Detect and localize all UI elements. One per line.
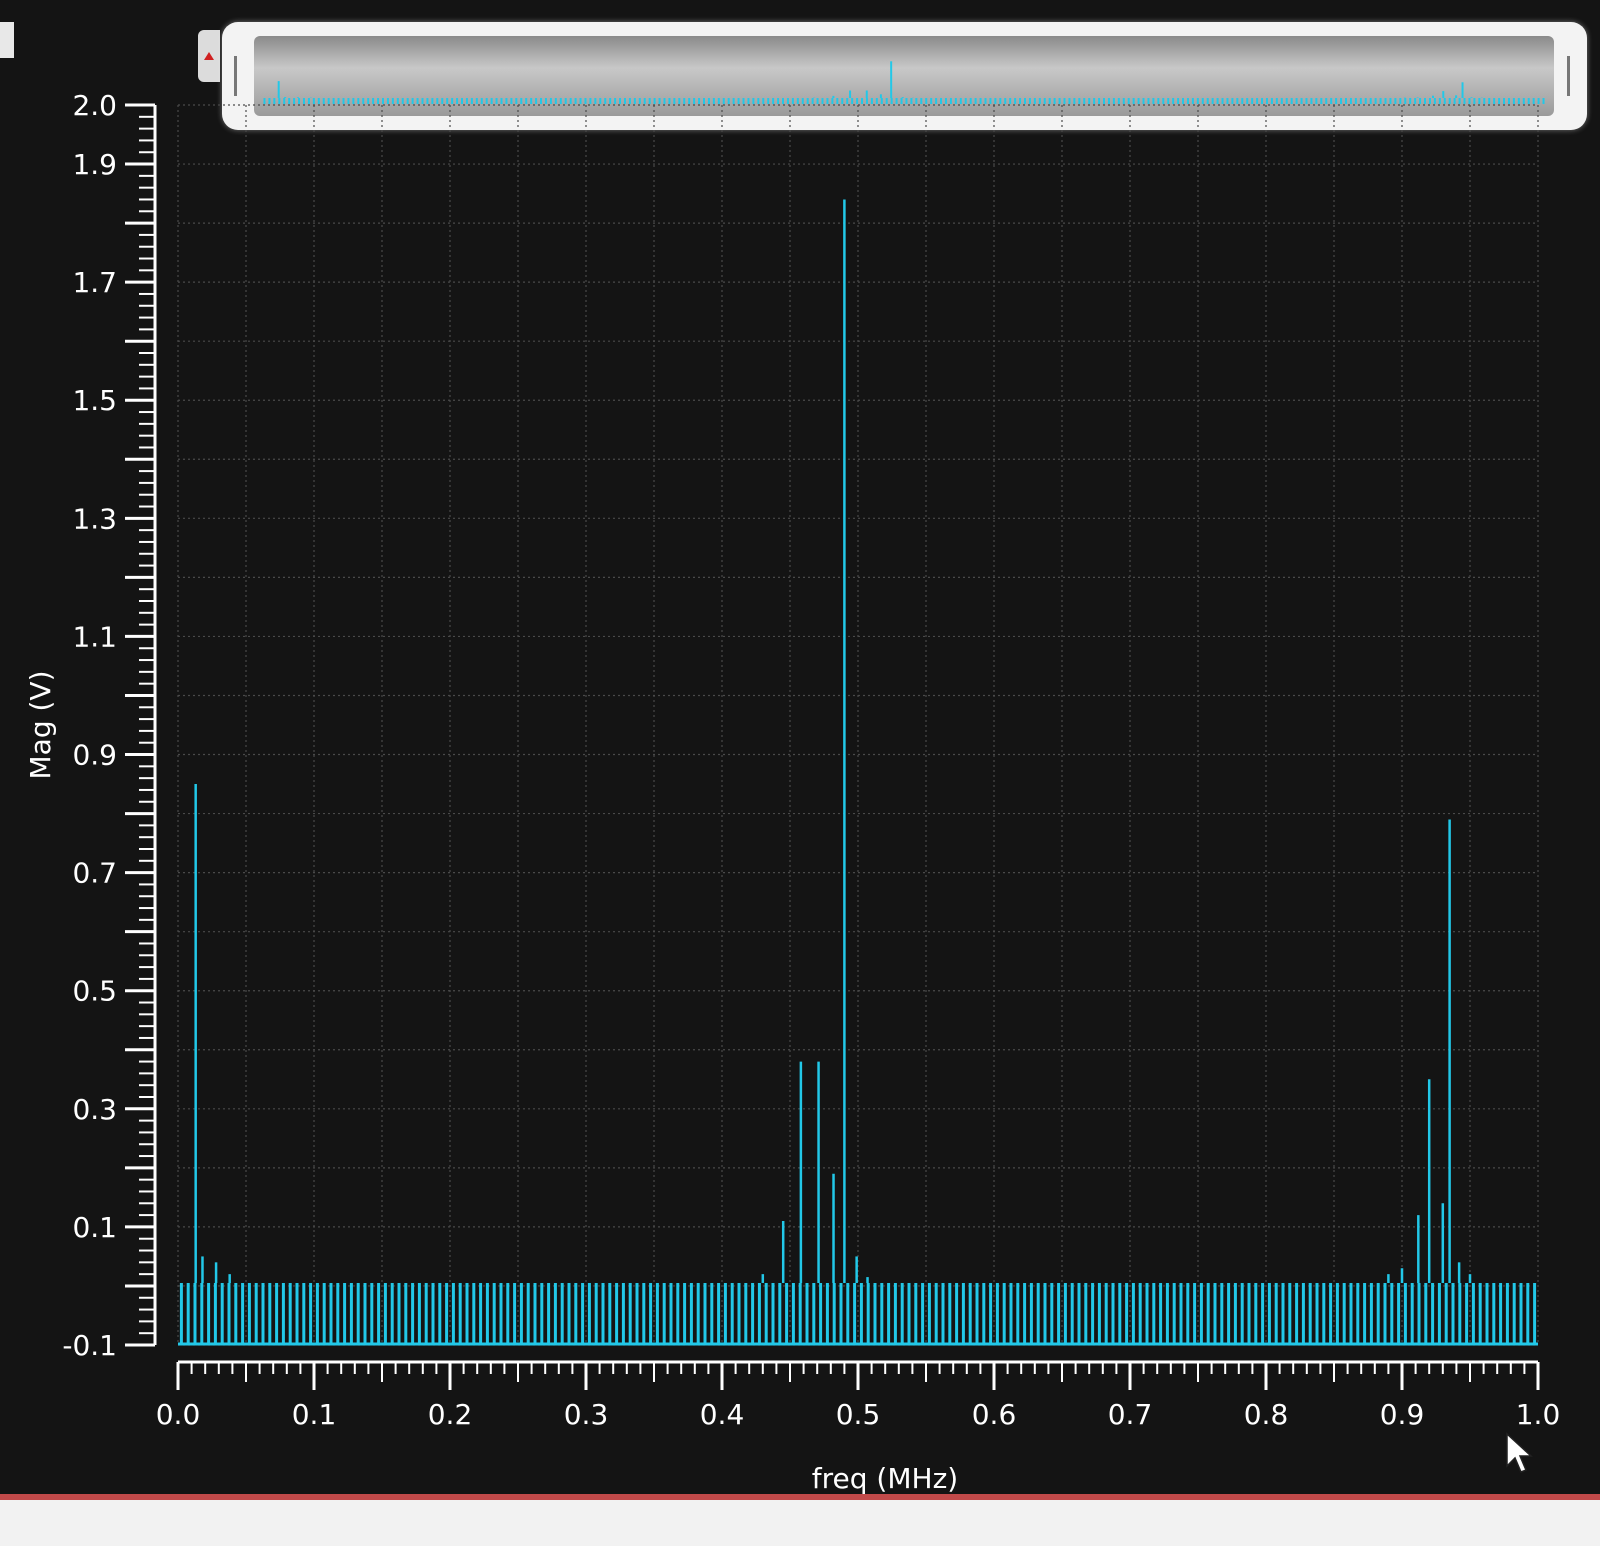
x-tick-label: 0.3 [564, 1398, 609, 1431]
overview-track[interactable] [254, 36, 1554, 116]
window-edge-fragment [0, 22, 14, 58]
axes: 2.0 1.9 1.7 1.5 1.3 1.1 0.9 0.7 0.5 0.3 0.1 -0.1 0.0… [62, 89, 1560, 1431]
y-tick-label: -0.1 [62, 1329, 117, 1362]
y-tick-label: 1.7 [72, 266, 117, 299]
spectrum-chart: 2.0 1.9 1.7 1.5 1.3 1.1 0.9 0.7 0.5 0.3 0.1 -0.1 0.0… [24, 89, 1560, 1495]
y-tick-label: 0.3 [72, 1093, 117, 1126]
x-tick-label: 0.1 [292, 1398, 337, 1431]
mouse-pointer-icon [1506, 1432, 1533, 1473]
x-axis-title: freq (MHz) [812, 1462, 958, 1495]
y-tick-label: 0.7 [72, 857, 117, 890]
x-tick-label: 0.7 [1108, 1398, 1153, 1431]
desktop-background [0, 1500, 1600, 1546]
window-bottom-border [0, 1494, 1600, 1500]
scroll-grip-left[interactable] [234, 56, 237, 96]
y-tick-label: 0.9 [72, 739, 117, 772]
y-tick-label: 1.9 [72, 148, 117, 181]
scroll-left-icon[interactable] [198, 30, 220, 82]
x-tick-label: 0.2 [428, 1398, 473, 1431]
x-tick-label: 0.8 [1244, 1398, 1289, 1431]
x-tick-label: 1.0 [1516, 1398, 1561, 1431]
y-tick-label: 1.5 [72, 384, 117, 417]
overview-scrollbar[interactable] [222, 22, 1587, 130]
y-tick-label: 1.1 [72, 620, 117, 653]
overview-preview [263, 61, 1545, 104]
x-tick-label: 0.4 [700, 1398, 745, 1431]
grid [177, 104, 1539, 1346]
x-tick-label: 0.0 [156, 1398, 201, 1431]
y-tick-label: 0.1 [72, 1211, 117, 1244]
x-tick-label: 0.5 [836, 1398, 881, 1431]
y-tick-label: 1.3 [72, 502, 117, 535]
x-tick-label: 0.9 [1380, 1398, 1425, 1431]
scroll-grip-right[interactable] [1567, 56, 1570, 96]
y-axis-title: Mag (V) [24, 671, 57, 780]
y-tick-label: 0.5 [72, 975, 117, 1008]
spectrum-trace [178, 199, 1538, 1346]
x-tick-label: 0.6 [972, 1398, 1017, 1431]
y-tick-label: 2.0 [72, 89, 117, 122]
